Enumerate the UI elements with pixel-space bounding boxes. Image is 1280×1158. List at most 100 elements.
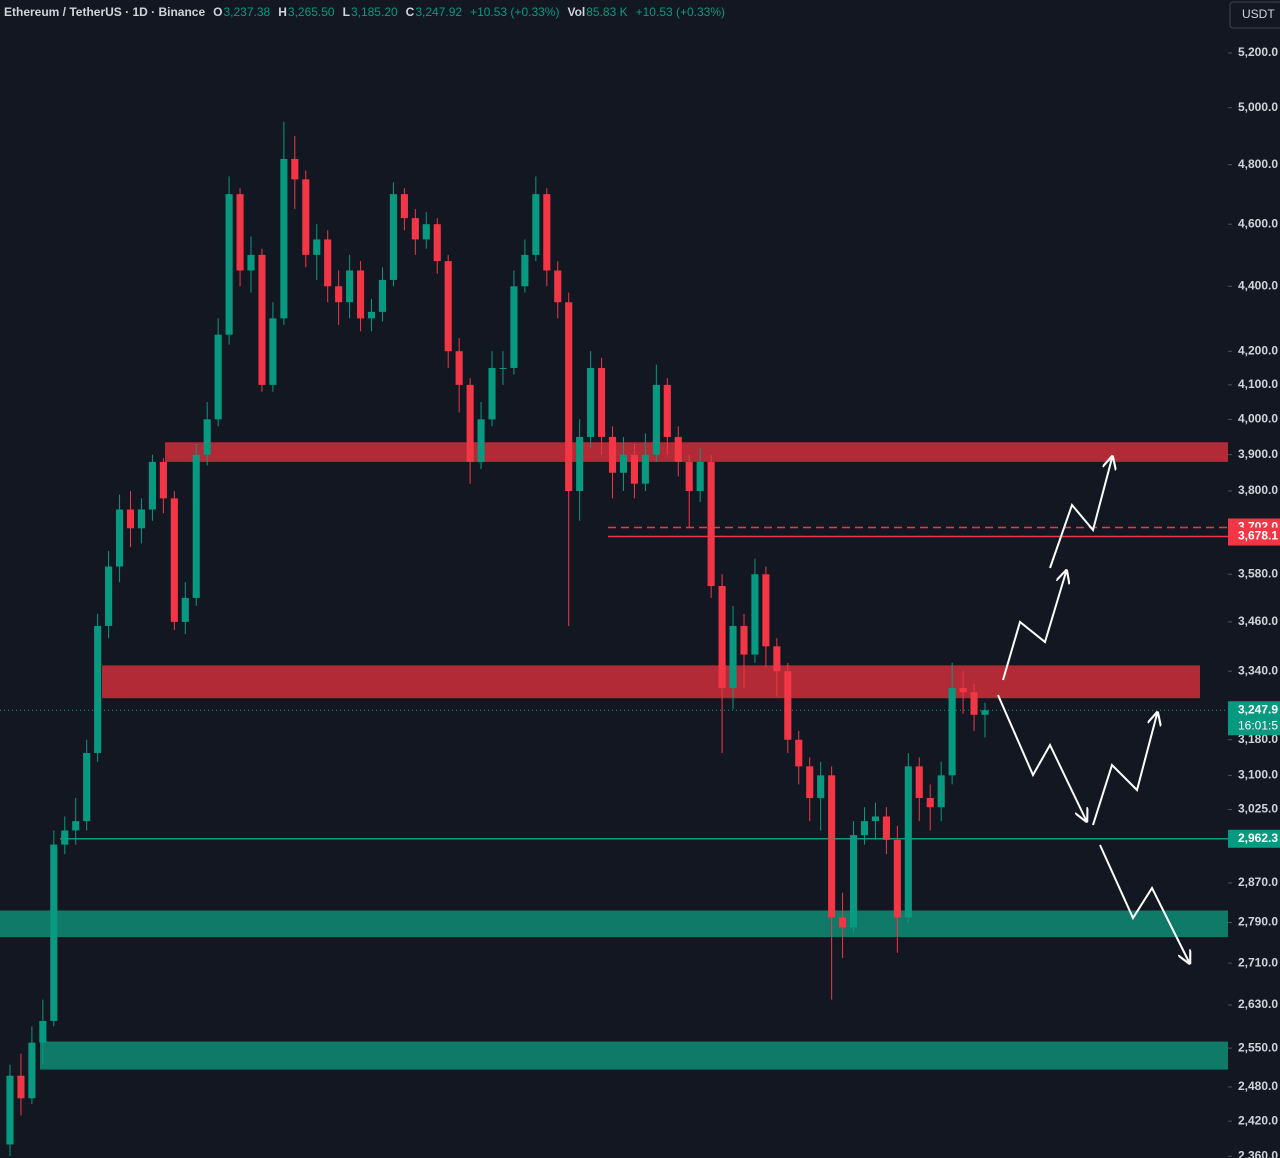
candle-body (159, 461, 167, 499)
y-tick-label: 2,630.0 (1238, 997, 1278, 1011)
header-value: +10.53 (+0.33%) (470, 5, 559, 19)
candle-body (981, 710, 989, 715)
candle-body (214, 334, 222, 420)
candle-body (521, 254, 529, 287)
candle-body (335, 286, 343, 303)
candle-body (367, 311, 376, 319)
y-tick-label: 4,200.0 (1238, 343, 1278, 357)
y-tick-label: 3,025.0 (1238, 802, 1278, 816)
zone (165, 442, 1228, 462)
y-tick-label: 3,900.0 (1238, 447, 1278, 461)
y-tick-label: 4,400.0 (1238, 278, 1278, 292)
arrow (1092, 714, 1157, 826)
y-tick-label: 2,790.0 (1238, 915, 1278, 929)
candle-body (126, 509, 135, 529)
price-axis: 2,360.0 2,420.0 2,480.0 2,550.0 2,630.0 2,710… (1228, 0, 1280, 1158)
candle-body (477, 419, 485, 462)
y-tick-label: 2,550.0 (1238, 1040, 1278, 1054)
header-value: 85.83 K (586, 5, 627, 19)
candle-body (882, 816, 890, 840)
header-key: C (406, 5, 415, 19)
arrow (1002, 572, 1066, 681)
header-value: 3,265.50 (288, 5, 335, 19)
y-tick-label: 3,460.0 (1238, 614, 1278, 628)
candle-body (488, 367, 496, 420)
header-key: H (278, 5, 287, 19)
candle-body (893, 839, 901, 918)
y-tick-label: 2,480.0 (1238, 1079, 1278, 1093)
candle-body (817, 775, 825, 799)
candle-body (422, 224, 430, 240)
candle-body (707, 461, 715, 587)
candle-body (630, 454, 638, 484)
candle-body (674, 436, 682, 462)
candle-body (105, 566, 113, 626)
candle-body (72, 821, 80, 831)
candle-body (466, 384, 474, 462)
y-tick-label: 2,420.0 (1238, 1113, 1278, 1127)
candle-body (455, 351, 463, 385)
candle-body (554, 270, 562, 303)
price-badge-label: 2,962.3 (1238, 831, 1278, 845)
header-value: +10.53 (+0.33%) (636, 5, 725, 19)
candle-body (324, 239, 332, 287)
candle-body (718, 586, 726, 689)
arrow (1049, 458, 1112, 569)
y-tick-label: 3,100.0 (1238, 768, 1278, 782)
candle-body (115, 509, 124, 567)
y-tick-label: 2,870.0 (1238, 875, 1278, 889)
last-price-label: 3,247.9 (1238, 702, 1278, 716)
candle-body (83, 752, 91, 822)
candle-body (860, 821, 869, 836)
candle-body (357, 270, 365, 319)
zone (0, 910, 1228, 938)
candle-body (773, 646, 781, 672)
candle-body (28, 1042, 36, 1099)
candle-body (61, 830, 69, 845)
y-tick-label: 4,800.0 (1238, 157, 1278, 171)
candle-body (499, 367, 507, 369)
candle-body (94, 625, 102, 753)
candle-body (247, 254, 255, 271)
candle-body (587, 367, 595, 437)
currency-badge (1229, 1, 1280, 29)
y-tick-label: 2,710.0 (1238, 955, 1278, 969)
candle-body (608, 436, 617, 473)
candle-body (652, 384, 660, 455)
candle-body (302, 179, 310, 255)
candle-body (543, 194, 551, 271)
candle-body (696, 461, 704, 491)
candle-body (236, 194, 244, 271)
candle-body (258, 254, 266, 385)
last-price-badge (1228, 701, 1280, 736)
candle-body (937, 775, 945, 808)
y-tick-label: 5,000.0 (1238, 100, 1278, 114)
arrow (1099, 844, 1189, 962)
candle-body (784, 671, 792, 740)
candle-body (269, 318, 277, 385)
price-badge-label: 3,678.1 (1238, 529, 1278, 543)
header-value: 3,247.92 (415, 5, 462, 19)
candle-body (871, 816, 880, 822)
candle-body (50, 844, 58, 1021)
candle-body (641, 454, 649, 484)
header-key: L (343, 5, 350, 19)
y-tick-label: 2,360.0 (1238, 1148, 1278, 1158)
candle-body (532, 194, 540, 255)
candle-body (915, 766, 923, 799)
y-tick-label: 3,800.0 (1238, 483, 1278, 497)
candle-body (39, 1020, 47, 1043)
candle-body (663, 384, 671, 437)
candle-body (926, 798, 934, 808)
candle-body (839, 917, 847, 928)
header-key: Vol (567, 5, 585, 19)
y-tick-label: 4,100.0 (1238, 377, 1278, 391)
header-value: 3,185.20 (351, 5, 398, 19)
y-tick-label: 4,600.0 (1238, 216, 1278, 230)
symbol: Ethereum / TetherUS · 1D · Binance (4, 5, 205, 19)
candle-body (959, 688, 967, 693)
candle-body (762, 574, 770, 647)
countdown-label: 16:01:5 (1238, 718, 1278, 732)
y-tick-label: 5,200.0 (1238, 45, 1278, 59)
